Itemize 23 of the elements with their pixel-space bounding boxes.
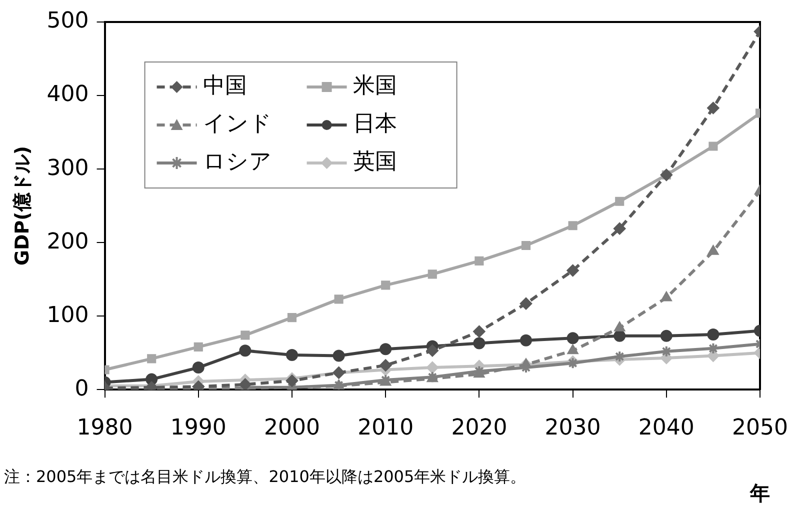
legend-label: 英国	[352, 150, 397, 175]
x-tick-label: 2040	[638, 416, 694, 441]
legend-label: 日本	[352, 112, 397, 137]
x-axis-title: 年	[749, 481, 770, 505]
legend-label: 中国	[202, 74, 247, 99]
text: 注：2005年までは名目米ドル換算、2010年以降は2005年米ドル換算。	[4, 467, 526, 486]
y-tick-label: 0	[74, 376, 89, 402]
x-tick-label: 1990	[170, 416, 226, 441]
legend-label: 米国	[352, 74, 397, 99]
x-tick-label: 1980	[76, 416, 133, 441]
x-tick-label: 2050	[732, 416, 788, 441]
y-tick-label: 300	[46, 156, 89, 181]
y-tick-label: 200	[46, 229, 89, 254]
y-axis-title: GDP(億ドル)	[11, 146, 34, 266]
legend-label: インド	[202, 112, 272, 137]
x-tick-label: 2020	[451, 416, 508, 441]
y-tick-label: 500	[46, 8, 89, 34]
x-tick-label: 2010	[358, 416, 414, 441]
legend-label: ロシア	[202, 150, 272, 175]
y-tick-label: 100	[46, 302, 89, 328]
x-tick-label: 2000	[264, 416, 320, 441]
y-tick-label: 400	[46, 82, 89, 108]
x-tick-label: 2030	[544, 416, 601, 441]
